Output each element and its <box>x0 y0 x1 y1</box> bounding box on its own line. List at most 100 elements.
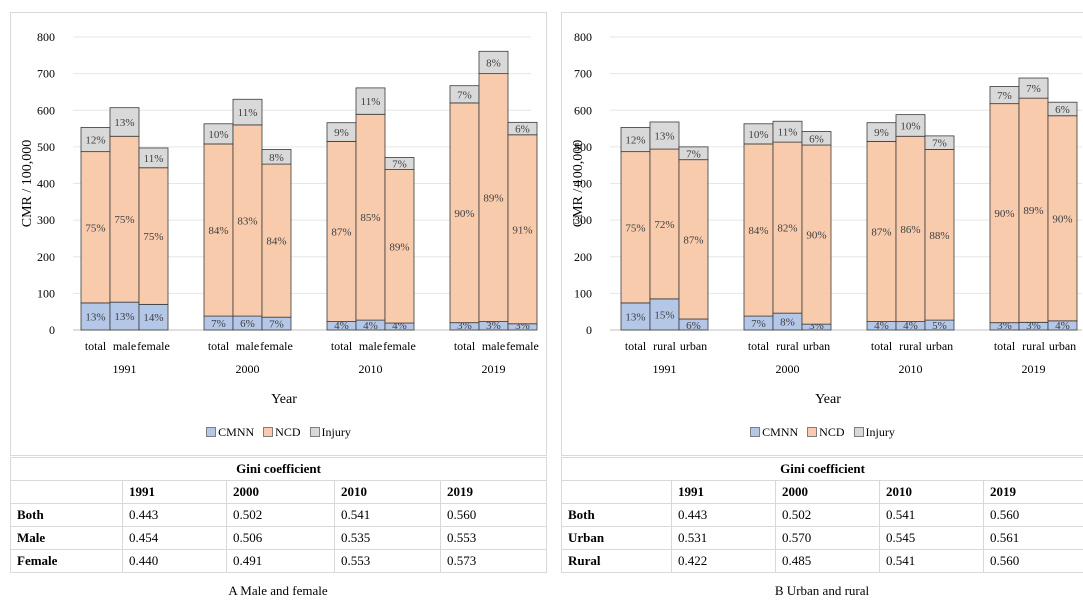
y-tick-label: 800 <box>574 30 592 44</box>
x-category-label: urban <box>926 339 953 353</box>
legend-item-cmnn: CMNN <box>206 425 254 440</box>
data-label: 8% <box>269 152 284 164</box>
data-label: 88% <box>929 230 949 242</box>
x-category-label: total <box>994 339 1016 353</box>
x-category-label: total <box>85 339 107 353</box>
data-label: 7% <box>269 319 284 331</box>
gini-cell: 0.561 <box>982 526 1083 550</box>
gini-cell: 0.560 <box>982 549 1083 573</box>
gini-cell: 0.541 <box>879 503 984 527</box>
data-label: 10% <box>208 129 228 141</box>
x-category-label: female <box>260 339 293 353</box>
bar-segment-ncd <box>384 169 415 324</box>
data-label: 7% <box>751 318 766 330</box>
x-category-label: male <box>113 339 136 353</box>
legend-swatch-ncd <box>807 427 818 437</box>
bar-segment-ncd <box>743 143 774 317</box>
gini-cell: 0.553 <box>439 526 548 550</box>
data-label: 86% <box>900 224 920 236</box>
data-label: 87% <box>683 234 703 246</box>
data-label: 90% <box>994 208 1014 220</box>
gini-cell: 0.443 <box>671 503 776 527</box>
data-label: 72% <box>654 219 674 231</box>
legend-label-cmnn: CMNN <box>762 425 799 439</box>
gini-cell: 0.541 <box>879 549 984 573</box>
bar-segment-ncd <box>1047 115 1078 322</box>
bar-segment-ncd <box>478 73 509 322</box>
y-tick-label: 700 <box>37 67 55 81</box>
legend-swatch-ncd <box>263 427 274 437</box>
gini-cell: 0.573 <box>439 549 548 573</box>
table-row: Male 0.454 0.506 0.535 0.553 <box>10 526 548 550</box>
x-group-label: 2000 <box>776 362 800 376</box>
bar-segment-ncd <box>507 134 538 325</box>
bar-segment-ncd <box>232 124 263 317</box>
x-group-label: 1991 <box>653 362 677 376</box>
legend-item-injury: Injury <box>309 425 351 440</box>
figure-caption-a: A Male and female <box>228 583 328 598</box>
gini-header-year: 2010 <box>334 480 441 504</box>
gini-table-b: Gini coefficient 1991 2000 2010 2019 Bot… <box>560 457 1083 573</box>
bar-segment-cmnn <box>620 302 651 331</box>
bar-segment-injury <box>620 127 651 153</box>
legend-label-injury: Injury <box>321 425 351 439</box>
gini-header-year: 1991 <box>671 480 776 504</box>
bar-segment-injury <box>478 50 509 75</box>
bar-segment-ncd <box>1018 97 1049 323</box>
gini-cell: 0.443 <box>122 503 227 527</box>
data-label: 6% <box>809 133 824 145</box>
data-label: 7% <box>997 90 1012 102</box>
legend-item-ncd: NCD <box>263 425 301 440</box>
y-tick-label: 200 <box>37 250 55 264</box>
bar-segment-injury <box>355 87 386 115</box>
data-label: 7% <box>392 159 407 171</box>
y-tick-label: 400 <box>574 177 592 191</box>
y-axis-title: CMR / 100,000 <box>20 140 35 228</box>
data-label: 89% <box>483 193 503 205</box>
gini-table-title: Gini coefficient <box>560 457 1083 481</box>
x-group-label: 2010 <box>899 362 923 376</box>
x-category-label: urban <box>1049 339 1076 353</box>
data-label: 75% <box>114 214 134 226</box>
x-category-label: male <box>482 339 505 353</box>
y-tick-label: 400 <box>37 177 55 191</box>
y-tick-label: 100 <box>37 286 55 300</box>
data-label: 11% <box>778 127 798 139</box>
legend-label-ncd: NCD <box>819 425 845 439</box>
x-group-label: 2000 <box>236 362 260 376</box>
bar-segment-ncd <box>772 141 803 314</box>
x-category-label: urban <box>680 339 707 353</box>
gini-header-year: 2010 <box>879 480 984 504</box>
data-label: 4% <box>363 320 378 332</box>
data-label: 10% <box>900 120 920 132</box>
gini-cell: 0.535 <box>334 526 441 550</box>
gini-cell: 0.506 <box>226 526 335 550</box>
gini-table-title: Gini coefficient <box>9 457 548 481</box>
bar-segment-injury <box>384 157 415 170</box>
data-label: 6% <box>1055 104 1070 116</box>
data-label: 15% <box>654 309 674 321</box>
bar-segment-ncd <box>449 102 480 324</box>
bar-segment-ncd <box>801 144 832 325</box>
data-label: 4% <box>903 320 918 332</box>
x-axis-title: Year <box>271 392 297 407</box>
table-row: Both 0.443 0.502 0.541 0.560 <box>10 503 548 527</box>
data-label: 4% <box>1055 320 1070 332</box>
y-tick-label: 200 <box>574 250 592 264</box>
data-label: 4% <box>334 320 349 332</box>
x-category-label: female <box>383 339 416 353</box>
x-category-label: male <box>236 339 259 353</box>
data-label: 4% <box>874 320 889 332</box>
gini-header-blank <box>561 480 672 504</box>
data-label: 13% <box>114 117 134 129</box>
y-axis-title: CMR / 100,000 <box>571 140 586 228</box>
data-label: 5% <box>932 320 947 332</box>
x-group-label: 2019 <box>482 362 506 376</box>
bar-segment-ncd <box>261 163 292 318</box>
data-label: 75% <box>85 222 105 234</box>
gini-row-label: Male <box>10 526 123 550</box>
data-label: 13% <box>625 311 645 323</box>
data-label: 84% <box>266 236 286 248</box>
bar-segment-ncd <box>203 143 234 317</box>
data-label: 7% <box>932 138 947 150</box>
